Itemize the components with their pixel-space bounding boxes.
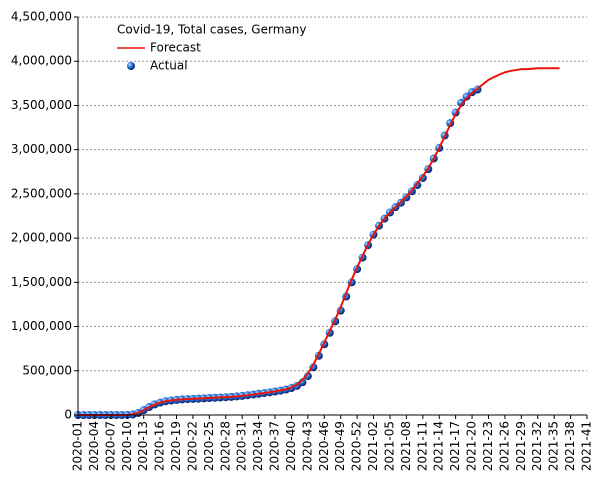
x-tick-label: 2020-34 (251, 421, 265, 471)
y-tick-label: 4,500,000 (11, 10, 72, 24)
chart-title: Covid-19, Total cases, Germany (117, 23, 306, 37)
grid (78, 16, 587, 416)
x-tick-label: 2021-11 (415, 421, 429, 471)
x-tick-label: 2020-46 (317, 421, 331, 471)
y-tick-label: 3,000,000 (11, 142, 72, 156)
y-tick-label: 4,000,000 (11, 54, 72, 68)
x-tick-label: 2021-05 (382, 421, 396, 471)
x-tick-label: 2020-40 (284, 421, 298, 471)
y-tick-label: 2,500,000 (11, 186, 72, 200)
data-point (298, 378, 307, 387)
x-tick-label: 2020-22 (185, 421, 199, 471)
x-tick-label: 2021-26 (497, 421, 511, 471)
legend: Forecast Actual (117, 41, 201, 73)
y-tick-label: 500,000 (22, 363, 72, 377)
x-tick-label: 2021-17 (448, 421, 462, 471)
legend-label: Forecast (150, 41, 201, 55)
y-tick-label: 3,500,000 (11, 98, 72, 112)
x-tick-label: 2020-37 (268, 421, 282, 471)
x-tick-label: 2021-02 (366, 421, 380, 471)
x-tick-label: 2020-52 (350, 421, 364, 471)
x-tick-label: 2021-35 (547, 421, 561, 471)
plot (74, 67, 560, 419)
x-tick-label: 2020-04 (87, 421, 101, 471)
legend-label: Actual (150, 59, 188, 73)
x-tick-label: 2020-16 (153, 421, 167, 471)
x-tick-label: 2021-08 (399, 421, 413, 471)
x-tick-label: 2020-25 (202, 421, 216, 471)
data-point (457, 98, 466, 107)
data-point (303, 372, 312, 381)
x-tick-label: 2021-41 (580, 421, 594, 471)
x-tick-label: 2020-31 (235, 421, 249, 471)
y-tick-label: 1,500,000 (11, 275, 72, 289)
x-tick-label: 2020-07 (103, 421, 117, 471)
x-tick-label: 2021-20 (465, 421, 479, 471)
data-point (462, 92, 471, 101)
y-tick-label: 0 (64, 408, 72, 422)
x-tick-label: 2020-01 (71, 421, 85, 471)
x-tick-label: 2020-49 (333, 421, 347, 471)
x-tick-label: 2020-43 (300, 421, 314, 471)
y-tick-label: 2,000,000 (11, 231, 72, 245)
x-tick-label: 2021-14 (432, 421, 446, 471)
x-tick-label: 2021-29 (514, 421, 528, 471)
x-tick-label: 2021-32 (530, 421, 544, 471)
x-tick-label: 2020-13 (136, 421, 150, 471)
x-tick-label: 2020-19 (169, 421, 183, 471)
legend-marker (127, 62, 135, 70)
series-line (78, 67, 560, 416)
y-tick-label: 1,000,000 (11, 319, 72, 333)
x-tick-label: 2020-28 (218, 421, 232, 471)
x-tick-label: 2021-38 (563, 421, 577, 471)
x-tick-label: 2021-23 (481, 421, 495, 471)
x-tick-label: 2020-10 (120, 421, 134, 471)
